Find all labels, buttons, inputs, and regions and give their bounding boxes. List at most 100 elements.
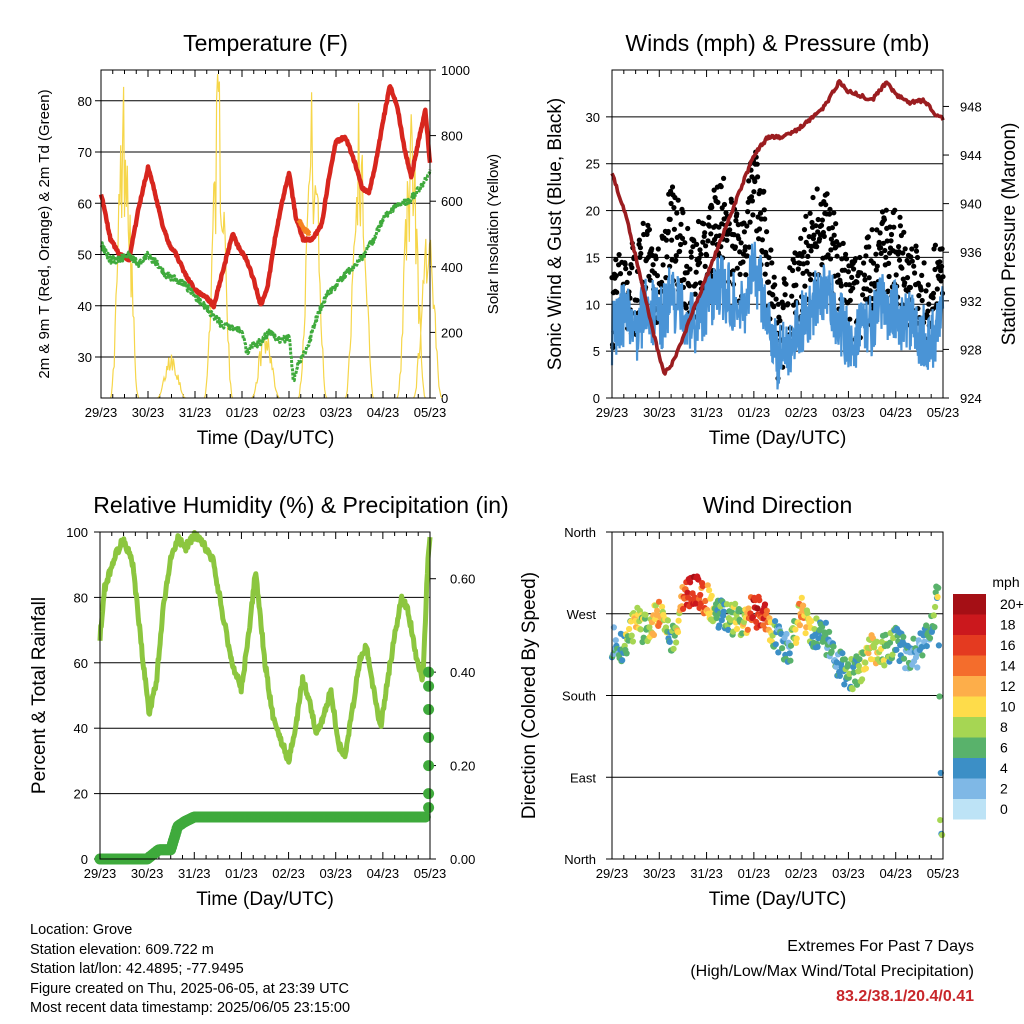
x-tick-label: 30/23: [643, 866, 676, 881]
gust-point: [821, 233, 827, 239]
direction-point: [822, 619, 830, 626]
direction-point: [841, 681, 848, 688]
x-tick-label: 02/23: [272, 866, 305, 881]
gust-point: [686, 283, 693, 289]
direction-point: [680, 605, 687, 613]
direction-point: [800, 602, 807, 609]
gust-point: [748, 194, 755, 200]
gust-point: [754, 161, 760, 167]
gust-point: [668, 200, 674, 207]
gust-point: [700, 239, 706, 245]
gust-point: [692, 291, 698, 297]
gust-point: [678, 241, 684, 248]
gust-point: [807, 271, 813, 277]
gust-point: [674, 210, 680, 216]
gust-point: [736, 236, 742, 242]
gust-point: [899, 265, 905, 271]
gust-point: [876, 239, 882, 245]
direction-point: [923, 622, 930, 629]
x-tick-label: 02/23: [785, 405, 818, 420]
direction-point: [664, 617, 672, 624]
direction-point: [808, 618, 815, 625]
gust-point: [825, 252, 831, 258]
gust-point: [882, 247, 888, 254]
direction-point: [666, 638, 673, 646]
gust-point: [862, 277, 868, 283]
gust-point: [870, 260, 877, 266]
gust-point: [818, 222, 825, 228]
gust-point: [761, 188, 767, 194]
x-tick-label: 04/23: [367, 405, 400, 420]
y-right-tick-label: 600: [441, 194, 463, 209]
gust-point: [687, 266, 693, 272]
direction-point: [936, 693, 943, 700]
x-tick-label: 29/23: [596, 405, 629, 420]
gust-point: [768, 247, 774, 253]
gust-point: [884, 238, 890, 244]
gust-point: [908, 254, 914, 260]
figure-created: Figure created on Thu, 2025-06-05, at 23…: [30, 980, 349, 997]
x-tick-label: 05/23: [927, 405, 960, 420]
gust-point: [734, 265, 740, 271]
y-tick-label: North: [564, 525, 596, 540]
gust-point: [781, 302, 787, 308]
gust-point: [613, 257, 619, 263]
y-axis-label: Direction (Colored By Speed): [519, 572, 540, 819]
direction-point: [756, 597, 763, 604]
gust-point: [718, 184, 724, 190]
gust-point: [802, 283, 808, 289]
direction-point: [732, 600, 739, 608]
gust-point: [869, 227, 875, 233]
gust-point: [696, 255, 702, 261]
x-tick-label: 05/23: [927, 866, 960, 881]
gust-point: [845, 269, 852, 275]
gust-point: [902, 280, 908, 286]
precip-point: [423, 788, 435, 800]
legend-swatch: [953, 717, 986, 738]
direction-point: [704, 582, 711, 589]
gust-point: [919, 272, 925, 278]
direction-point: [702, 597, 709, 605]
gust-point: [681, 277, 687, 283]
gust-point: [883, 207, 889, 213]
direction-point: [697, 591, 704, 599]
gust-point: [638, 250, 644, 257]
x-tick-label: 29/23: [85, 405, 118, 420]
direction-point: [849, 686, 856, 693]
gust-point: [798, 235, 804, 241]
precip-point: [423, 760, 435, 772]
direction-point: [646, 624, 653, 631]
gust-point: [678, 221, 684, 227]
gust-point: [808, 277, 814, 283]
gust-point: [852, 256, 859, 262]
gust-point: [614, 289, 620, 295]
y-tick-label: 40: [74, 721, 88, 736]
gust-point: [850, 285, 856, 291]
gust-point: [747, 219, 753, 225]
direction-points: [608, 573, 946, 839]
direction-point: [706, 587, 713, 594]
gust-point: [886, 273, 892, 280]
gust-point: [930, 295, 936, 301]
gust-point: [907, 284, 914, 291]
direction-point: [930, 612, 937, 619]
x-tick-label: 04/23: [367, 866, 400, 881]
legend-swatch: [953, 758, 986, 779]
gust-point: [840, 240, 846, 246]
gust-point: [622, 261, 628, 267]
legend-swatch: [953, 594, 986, 615]
gust-point: [817, 236, 823, 242]
y-tick-label: 0: [593, 391, 600, 406]
gust-point: [771, 304, 777, 310]
gust-point: [762, 216, 768, 222]
gust-point: [694, 241, 700, 247]
direction-point: [673, 639, 680, 646]
direction-point: [749, 614, 757, 621]
gust-point: [698, 251, 704, 257]
gust-point: [913, 248, 920, 254]
gust-point: [810, 194, 816, 201]
gust-point: [891, 224, 897, 230]
x-tick-label: 05/23: [414, 866, 447, 881]
direction-point: [798, 594, 805, 601]
gust-point: [909, 258, 915, 264]
